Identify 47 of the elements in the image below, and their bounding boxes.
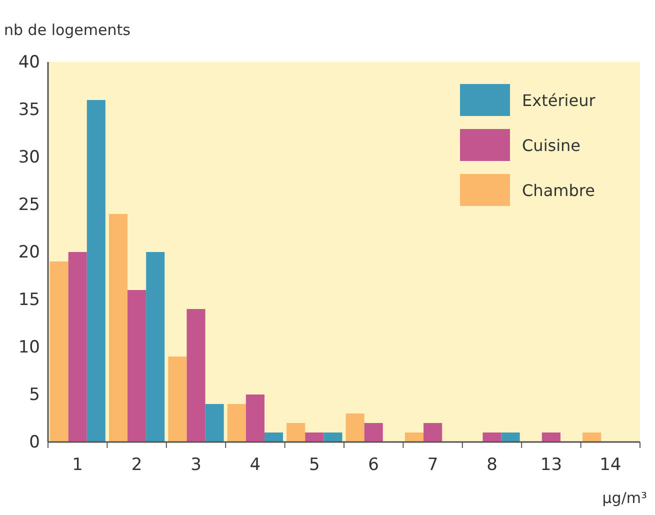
legend-label: Extérieur xyxy=(522,91,596,110)
x-tick-label: 13 xyxy=(540,455,562,475)
x-axis-title: µg/m³ xyxy=(602,489,647,507)
bar xyxy=(168,356,187,442)
legend-label: Chambre xyxy=(522,181,595,200)
y-tick-label: 10 xyxy=(18,337,40,358)
bar xyxy=(542,432,560,442)
bar xyxy=(286,423,306,442)
x-tick-label: 2 xyxy=(131,455,142,475)
x-tick-label: 6 xyxy=(368,455,380,475)
bar xyxy=(305,432,324,442)
x-tick-label: 3 xyxy=(190,455,202,475)
bar xyxy=(264,432,284,442)
bar xyxy=(324,432,342,442)
y-axis-title: nb de logements xyxy=(4,21,131,39)
bar xyxy=(205,404,224,442)
x-tick-label: 8 xyxy=(486,455,498,475)
legend-label: Cuisine xyxy=(522,136,581,155)
bar xyxy=(582,432,602,442)
bar xyxy=(227,404,246,442)
x-tick-label: 7 xyxy=(427,455,438,475)
bar xyxy=(246,394,264,442)
bar xyxy=(501,432,520,442)
y-tick-label: 35 xyxy=(18,100,40,120)
y-tick-label: 40 xyxy=(18,52,40,72)
bar xyxy=(86,100,106,442)
x-tick-label: 5 xyxy=(308,455,320,475)
y-tick-label: 15 xyxy=(18,290,40,310)
y-tick-label: 0 xyxy=(29,432,40,452)
bar xyxy=(128,290,146,442)
bar xyxy=(68,252,87,442)
bar xyxy=(364,423,383,442)
bar xyxy=(108,214,128,442)
x-tick-label: 1 xyxy=(72,455,84,475)
x-tick-label: 14 xyxy=(600,455,622,475)
y-tick-label: 25 xyxy=(18,194,40,215)
y-tick-label: 20 xyxy=(18,242,40,262)
bar xyxy=(424,423,442,442)
bar xyxy=(146,252,165,442)
bar xyxy=(346,414,364,442)
bar xyxy=(50,262,68,442)
y-tick-label: 5 xyxy=(29,384,40,405)
bar xyxy=(404,432,424,442)
x-tick-label: 4 xyxy=(250,455,261,475)
bar xyxy=(186,309,206,442)
bar xyxy=(482,432,502,442)
y-tick-label: 30 xyxy=(18,147,40,168)
